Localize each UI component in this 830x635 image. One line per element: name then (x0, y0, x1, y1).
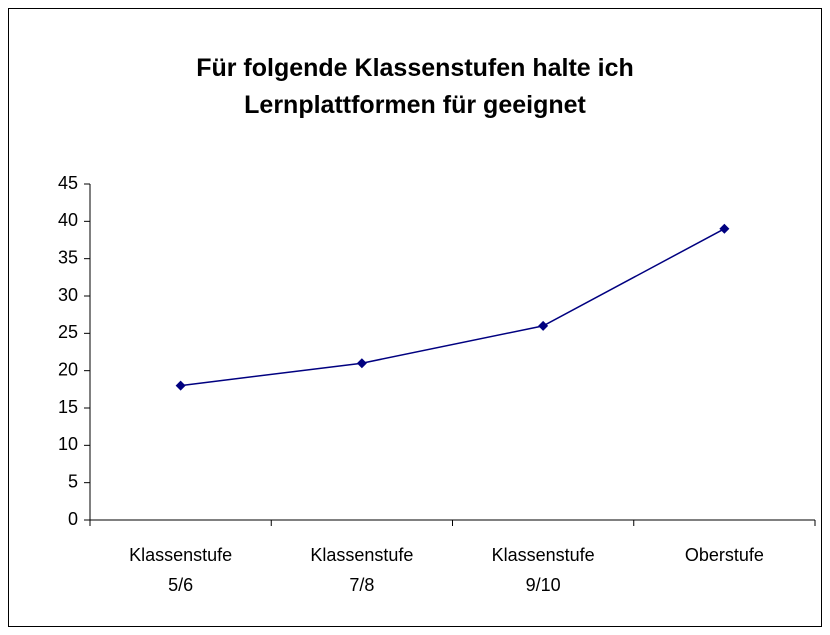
y-tick-label: 35 (58, 247, 78, 267)
y-tick-label: 30 (58, 285, 78, 305)
y-tick-label: 10 (58, 434, 78, 454)
y-tick-label: 15 (58, 397, 78, 417)
x-tick-label: Oberstufe (684, 545, 764, 565)
chart-frame (8, 8, 822, 627)
chart-title: Für folgende Klassenstufen halte ich Ler… (196, 54, 634, 119)
x-tick-label: Klassenstufe 5/6 (129, 545, 233, 595)
y-tick-label: 5 (68, 471, 78, 491)
x-tick-label: Klassenstufe 7/8 (310, 545, 414, 595)
marker (719, 223, 730, 234)
series-line (180, 228, 725, 387)
marker (175, 380, 186, 391)
x-tick-label: Klassenstufe 9/10 (491, 545, 595, 595)
y-tick-label: 0 (68, 509, 78, 529)
y-tick-label: 25 (58, 322, 78, 342)
marker (356, 358, 367, 369)
y-tick-label: 40 (58, 210, 78, 230)
y-tick-label: 45 (58, 173, 78, 193)
marker (538, 320, 549, 331)
y-tick-label: 20 (58, 359, 78, 379)
